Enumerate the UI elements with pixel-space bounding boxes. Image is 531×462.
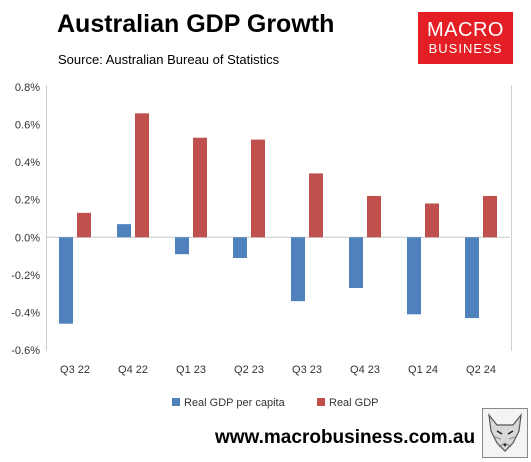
bar-real-gdp <box>77 212 91 238</box>
x-tick-label: Q3 23 <box>292 364 322 376</box>
bar-real-gdp <box>251 139 265 238</box>
bar-real-gdp <box>483 195 497 238</box>
y-tick-label: 0.0% <box>15 232 40 244</box>
bar-real-gdp-per-capita <box>59 237 73 324</box>
bar-real-gdp-per-capita <box>465 237 479 319</box>
x-tick-label: Q2 23 <box>234 364 264 376</box>
x-tick-label: Q4 22 <box>118 364 148 376</box>
bar-real-gdp-per-capita <box>349 237 363 289</box>
logo-line-1: MACRO <box>427 19 504 41</box>
y-tick-label: -0.6% <box>11 345 40 357</box>
legend-label: Real GDP per capita <box>184 397 286 409</box>
bar-real-gdp-per-capita <box>407 237 421 315</box>
chart-source: Source: Australian Bureau of Statistics <box>58 52 280 67</box>
legend-swatch <box>317 398 325 406</box>
chart-title: Australian GDP Growth <box>57 10 335 38</box>
macrobusiness-logo: MACRO BUSINESS <box>418 12 513 64</box>
x-tick-label: Q1 24 <box>408 364 438 376</box>
x-tick-label: Q2 24 <box>466 364 496 376</box>
legend-label: Real GDP <box>329 397 379 409</box>
y-tick-label: 0.2% <box>15 195 40 207</box>
bar-real-gdp <box>135 113 149 238</box>
x-tick-label: Q1 23 <box>176 364 206 376</box>
legend-swatch <box>172 398 180 406</box>
bar-real-gdp <box>193 137 207 238</box>
bar-real-gdp <box>309 173 323 238</box>
website-url: www.macrobusiness.com.au <box>215 427 476 448</box>
bar-real-gdp-per-capita <box>233 237 247 258</box>
y-tick-label: 0.6% <box>15 120 40 132</box>
bar-real-gdp-per-capita <box>291 237 305 302</box>
y-tick-label: 0.8% <box>15 82 40 94</box>
bar-real-gdp-per-capita <box>175 237 189 255</box>
y-tick-label: -0.2% <box>11 270 40 282</box>
wolf-icon <box>482 408 528 458</box>
bar-real-gdp-per-capita <box>117 224 131 238</box>
bar-real-gdp <box>425 203 439 238</box>
x-tick-label: Q3 22 <box>60 364 90 376</box>
y-tick-label: 0.4% <box>15 157 40 169</box>
bar-real-gdp <box>367 195 381 238</box>
y-tick-label: -0.4% <box>11 307 40 319</box>
logo-line-2: BUSINESS <box>428 41 503 56</box>
x-tick-label: Q4 23 <box>350 364 380 376</box>
